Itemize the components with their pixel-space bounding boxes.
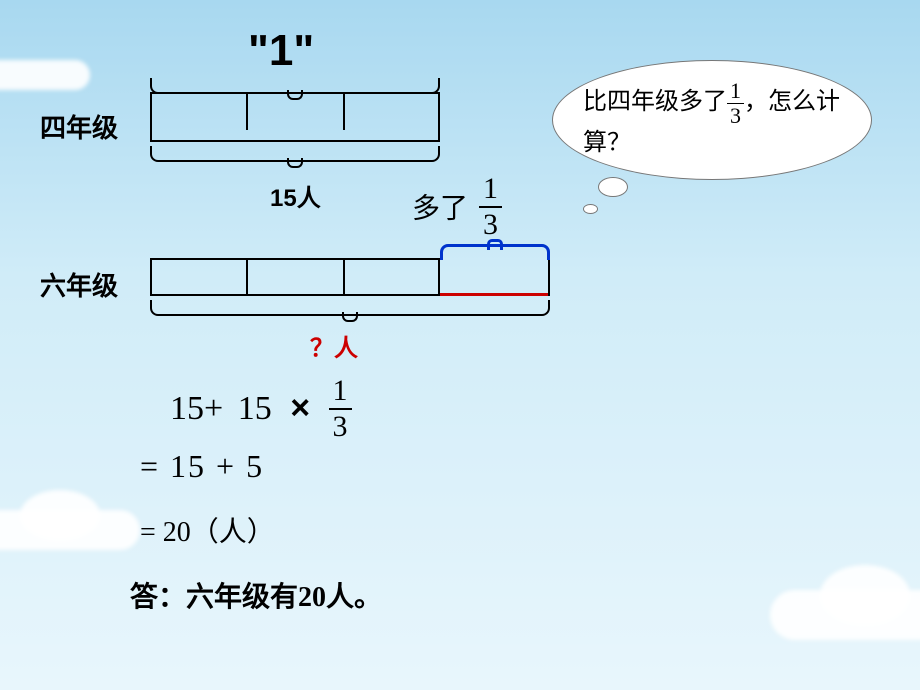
speech-tail [598, 177, 628, 197]
grade6-label: 六年级 [40, 266, 118, 303]
grade4-tick [246, 94, 248, 130]
extra-fraction: 1 3 [479, 174, 502, 240]
cloud-decoration [770, 590, 920, 640]
cloud-decoration [0, 60, 90, 90]
grade6-bar [150, 258, 440, 296]
calc-answer: 答：六年级有20人。 [130, 575, 382, 615]
grade4-tick [343, 94, 345, 130]
grade6-count: ？人 [310, 328, 358, 363]
grade4-count: 15人 [270, 178, 321, 213]
unit-one-label: "1" [248, 26, 314, 76]
extra-prefix: 多了 [412, 193, 468, 224]
speech-tail [583, 204, 598, 214]
grade4-bar [150, 92, 440, 142]
grade4-label: 四年级 [40, 108, 118, 145]
extra-text: 多了 1 3 [412, 178, 502, 244]
calc-line3: = 20（人） [140, 510, 275, 550]
calc-line2: = 15 + 5 [140, 448, 264, 485]
brace-top-extra [440, 244, 550, 260]
speech-fraction: 1 3 [727, 80, 744, 127]
speech-prefix: 比四年级多了 [583, 89, 727, 115]
calc-line1: 15+ 15 × 1 3 [170, 378, 352, 444]
cloud-decoration [0, 510, 140, 550]
grade6-extra-segment [440, 258, 550, 296]
calc-fraction: 1 3 [329, 376, 352, 442]
brace-bottom-grade6 [150, 300, 550, 316]
speech-bubble: 比四年级多了 1 3 ，怎么计算？ [552, 60, 872, 180]
brace-bottom-grade4 [150, 146, 440, 162]
